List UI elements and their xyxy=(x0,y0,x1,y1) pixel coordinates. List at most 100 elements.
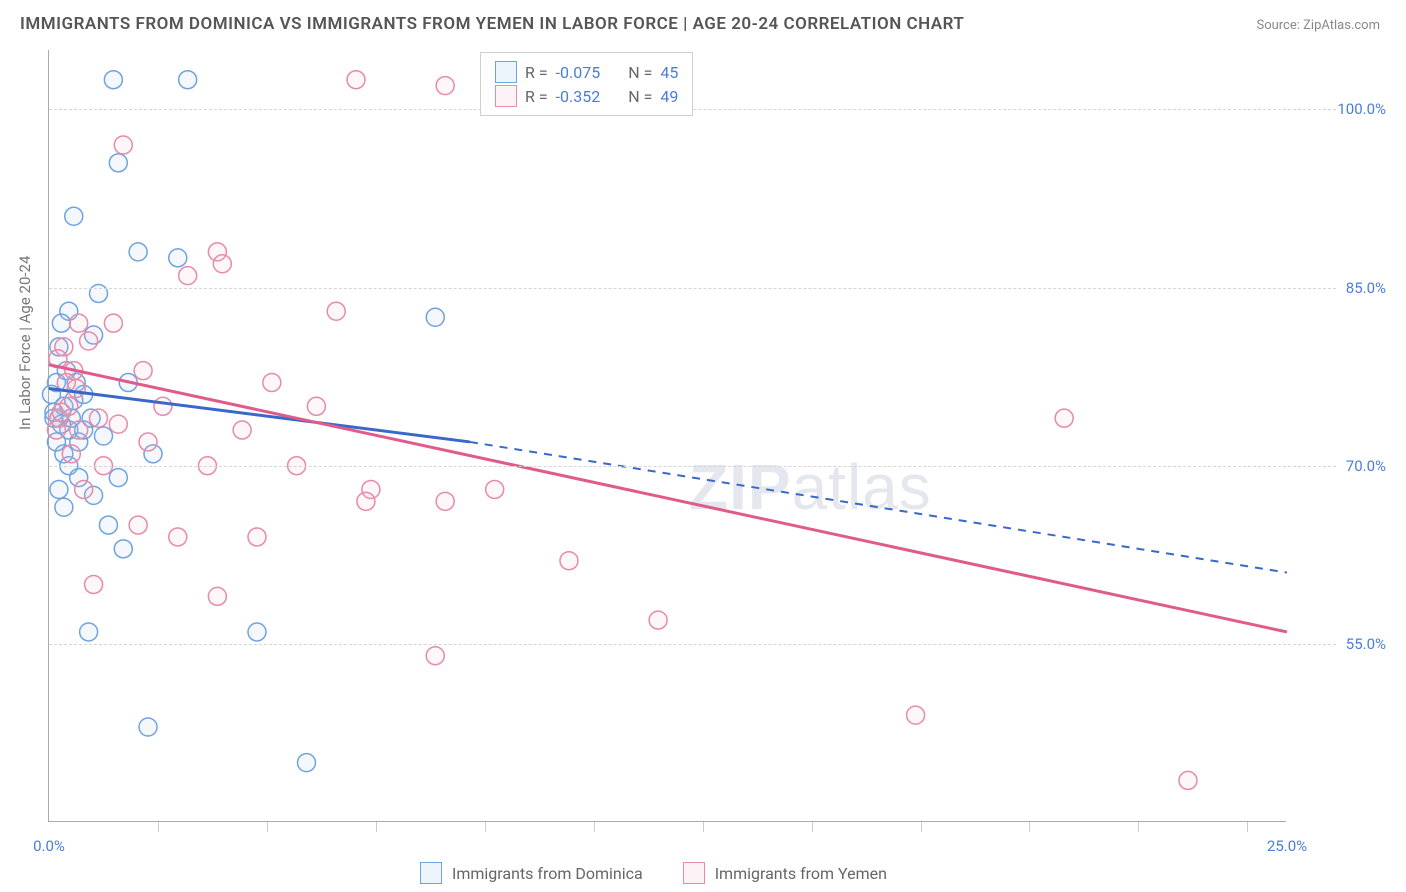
data-point xyxy=(233,421,251,439)
data-point xyxy=(70,421,88,439)
data-point xyxy=(70,314,88,332)
tick-v xyxy=(1138,822,1139,832)
legend-series-item: Immigrants from Yemen xyxy=(683,862,887,884)
plot-area: ZIPatlas 55.0%70.0%85.0%100.0%0.0%25.0% xyxy=(48,50,1286,822)
data-point xyxy=(104,71,122,89)
tick-v xyxy=(376,822,377,832)
data-point xyxy=(560,552,578,570)
tick-v xyxy=(921,822,922,832)
data-point xyxy=(47,421,65,439)
data-point xyxy=(80,332,98,350)
legend-series-label: Immigrants from Yemen xyxy=(715,864,887,883)
tick-v xyxy=(1029,822,1030,832)
data-point xyxy=(169,528,187,546)
data-point xyxy=(169,249,187,267)
data-point xyxy=(134,362,152,380)
gridline-h xyxy=(49,288,1336,289)
data-point xyxy=(327,302,345,320)
data-point xyxy=(114,540,132,558)
data-point xyxy=(65,207,83,225)
legend-series-label: Immigrants from Dominica xyxy=(452,864,643,883)
data-point xyxy=(55,498,73,516)
data-point xyxy=(426,308,444,326)
legend-r-value: -0.075 xyxy=(556,63,601,82)
data-point xyxy=(907,706,925,724)
legend-n-value: 45 xyxy=(660,63,678,82)
gridline-h xyxy=(49,644,1336,645)
data-point xyxy=(80,623,98,641)
data-point xyxy=(357,492,375,510)
data-point xyxy=(139,718,157,736)
chart-title: IMMIGRANTS FROM DOMINICA VS IMMIGRANTS F… xyxy=(20,14,964,34)
y-axis-label: In Labor Force | Age 20-24 xyxy=(16,256,34,430)
source-label: Source: ZipAtlas.com xyxy=(1256,18,1380,33)
trend-line xyxy=(49,365,1287,632)
legend-n-label: N = xyxy=(628,87,652,106)
data-point xyxy=(114,136,132,154)
data-point xyxy=(50,480,68,498)
y-tick-label: 100.0% xyxy=(1296,100,1386,118)
x-tick-label: 25.0% xyxy=(1267,837,1307,855)
data-point xyxy=(109,154,127,172)
data-point xyxy=(179,71,197,89)
data-point xyxy=(213,255,231,273)
y-tick-label: 85.0% xyxy=(1296,279,1386,297)
data-point xyxy=(649,611,667,629)
tick-v xyxy=(594,822,595,832)
data-point xyxy=(179,267,197,285)
data-point xyxy=(263,374,281,392)
data-point xyxy=(129,516,147,534)
data-point xyxy=(347,71,365,89)
data-point xyxy=(307,397,325,415)
legend-correlation-row: R = -0.075 N = 45 xyxy=(495,61,678,83)
data-point xyxy=(1179,771,1197,789)
x-tick-label: 0.0% xyxy=(33,837,65,855)
legend-correlation: R = -0.075 N = 45 R = -0.352 N = 49 xyxy=(480,52,693,116)
data-point xyxy=(109,415,127,433)
y-tick-label: 55.0% xyxy=(1296,635,1386,653)
legend-series: Immigrants from Dominica Immigrants from … xyxy=(420,862,887,884)
data-point xyxy=(104,314,122,332)
data-point xyxy=(109,469,127,487)
data-point xyxy=(436,492,454,510)
data-point xyxy=(1055,409,1073,427)
data-point xyxy=(248,528,266,546)
data-point xyxy=(94,427,112,445)
data-point xyxy=(486,480,504,498)
y-tick-label: 70.0% xyxy=(1296,457,1386,475)
data-point xyxy=(208,587,226,605)
legend-swatch xyxy=(420,862,442,884)
tick-v xyxy=(703,822,704,832)
data-point xyxy=(298,754,316,772)
data-point xyxy=(99,516,117,534)
data-point xyxy=(85,575,103,593)
trend-line-ext xyxy=(470,442,1287,573)
legend-swatch xyxy=(495,85,517,107)
data-point xyxy=(248,623,266,641)
tick-v xyxy=(158,822,159,832)
legend-r-label: R = xyxy=(525,63,548,82)
data-point xyxy=(52,314,70,332)
legend-swatch xyxy=(683,862,705,884)
tick-v xyxy=(812,822,813,832)
data-point xyxy=(52,403,70,421)
data-point xyxy=(90,409,108,427)
gridline-h xyxy=(49,466,1336,467)
data-point xyxy=(426,647,444,665)
legend-r-value: -0.352 xyxy=(556,87,601,106)
data-point xyxy=(436,77,454,95)
data-point xyxy=(75,480,93,498)
legend-n-value: 49 xyxy=(660,87,678,106)
legend-swatch xyxy=(495,61,517,83)
data-point xyxy=(62,445,80,463)
legend-series-item: Immigrants from Dominica xyxy=(420,862,643,884)
legend-r-label: R = xyxy=(525,87,548,106)
tick-v xyxy=(485,822,486,832)
legend-correlation-row: R = -0.352 N = 49 xyxy=(495,85,678,107)
tick-v xyxy=(1247,822,1248,832)
legend-n-label: N = xyxy=(628,63,652,82)
chart-svg xyxy=(49,50,1286,821)
data-point xyxy=(139,433,157,451)
tick-v xyxy=(267,822,268,832)
data-point xyxy=(154,397,172,415)
